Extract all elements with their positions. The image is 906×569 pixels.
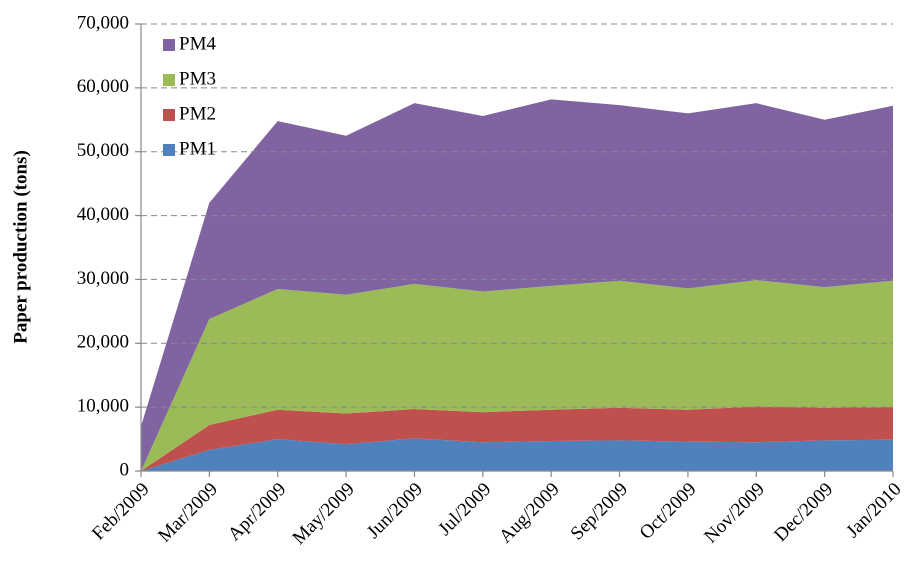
x-tick-label: Jan/2010 — [842, 479, 905, 542]
y-tick-label: 0 — [120, 459, 130, 480]
y-tick-label: 50,000 — [77, 140, 129, 161]
legend-label: PM4 — [179, 33, 216, 54]
y-tick-label: 30,000 — [77, 268, 129, 289]
y-tick-label: 60,000 — [77, 76, 129, 97]
x-tick-label: May/2009 — [289, 479, 359, 549]
x-tick-label: Sep/2009 — [567, 479, 633, 545]
area — [141, 406, 893, 471]
legend-label: PM2 — [179, 103, 216, 124]
x-tick-label: Nov/2009 — [700, 479, 769, 548]
area — [141, 99, 893, 471]
legend-swatch — [163, 144, 175, 156]
legend-swatch — [163, 74, 175, 86]
legend-label: PM1 — [179, 138, 216, 159]
legend-swatch — [163, 109, 175, 121]
area — [141, 438, 893, 471]
y-tick-label: 20,000 — [77, 332, 129, 353]
x-tick-label: Apr/2009 — [224, 479, 290, 545]
area — [141, 280, 893, 471]
x-tick-label: Dec/2009 — [770, 479, 837, 546]
legend-label: PM3 — [179, 68, 216, 89]
y-tick-label: 10,000 — [77, 396, 129, 417]
y-tick-label: 40,000 — [77, 204, 129, 225]
x-tick-label: Mar/2009 — [154, 479, 222, 547]
x-tick-label: Feb/2009 — [88, 479, 154, 545]
x-tick-label: Oct/2009 — [636, 479, 701, 544]
legend-swatch — [163, 39, 175, 51]
y-axis-label: Paper production (tons) — [10, 150, 31, 344]
x-tick-label: Jul/2009 — [434, 479, 495, 540]
y-tick-label: 70,000 — [77, 12, 129, 33]
x-tick-label: Aug/2009 — [495, 479, 564, 548]
x-tick-label: Jun/2009 — [363, 479, 427, 543]
